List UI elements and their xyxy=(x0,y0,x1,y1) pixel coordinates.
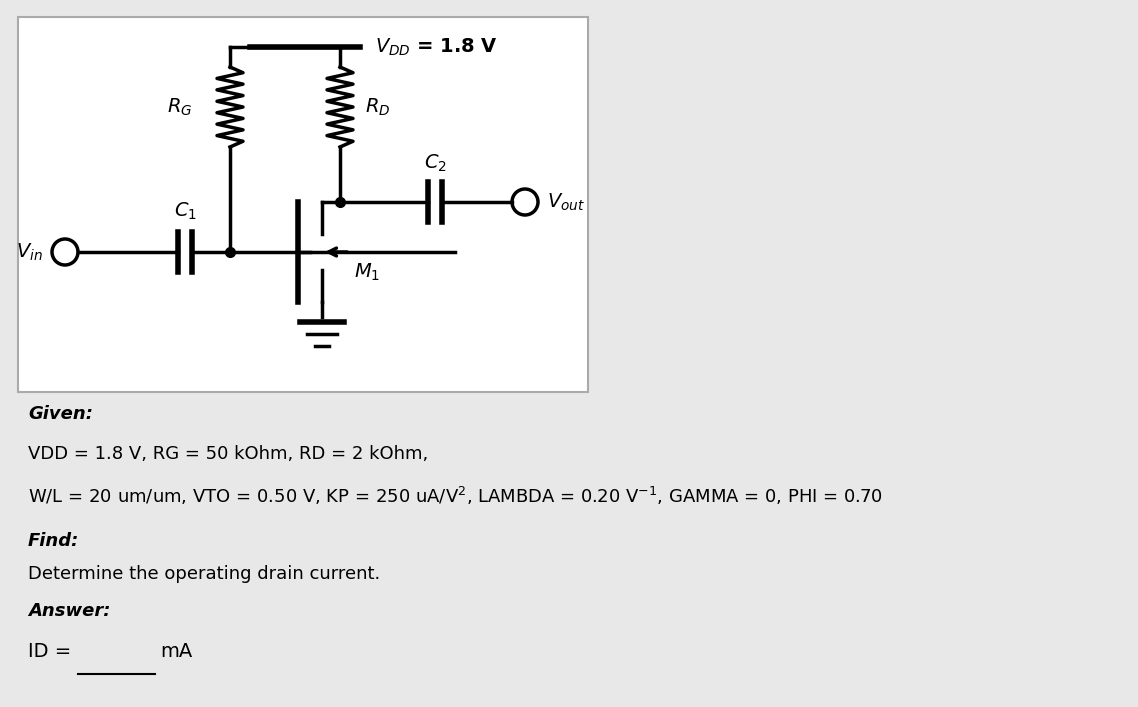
Text: VDD = 1.8 V, RG = 50 kOhm, RD = 2 kOhm,: VDD = 1.8 V, RG = 50 kOhm, RD = 2 kOhm, xyxy=(28,445,428,463)
Text: $V_{DD}$ = 1.8 V: $V_{DD}$ = 1.8 V xyxy=(376,36,497,58)
FancyBboxPatch shape xyxy=(18,17,588,392)
Text: Determine the operating drain current.: Determine the operating drain current. xyxy=(28,565,380,583)
Text: Answer:: Answer: xyxy=(28,602,110,620)
Text: $C_1$: $C_1$ xyxy=(173,201,197,222)
Text: Given:: Given: xyxy=(28,405,93,423)
Text: Find:: Find: xyxy=(28,532,80,550)
Text: $V_{in}$: $V_{in}$ xyxy=(16,241,43,262)
Text: W/L = 20 um/um, VTO = 0.50 V, KP = 250 uA/V$^2$, LAMBDA = 0.20 V$^{-1}$, GAMMA =: W/L = 20 um/um, VTO = 0.50 V, KP = 250 u… xyxy=(28,485,883,507)
Text: $M_1$: $M_1$ xyxy=(354,262,380,284)
Text: mA: mA xyxy=(160,642,192,661)
Text: $R_D$: $R_D$ xyxy=(365,96,390,117)
Text: $V_{out}$: $V_{out}$ xyxy=(547,192,585,213)
Text: $C_2$: $C_2$ xyxy=(423,153,446,174)
Text: ID =: ID = xyxy=(28,642,77,661)
Text: $R_G$: $R_G$ xyxy=(166,96,192,117)
